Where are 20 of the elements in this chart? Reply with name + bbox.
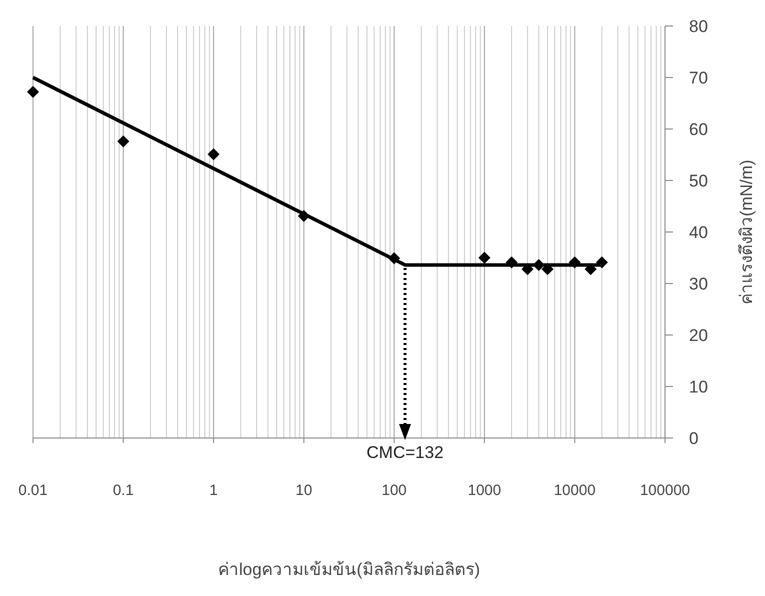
y-tick-label: 30 <box>689 274 708 294</box>
x-tick-label: 1000 <box>468 482 502 499</box>
y-tick-label: 10 <box>689 378 708 396</box>
y-tick-label: 20 <box>689 326 708 345</box>
x-tick-label: 1 <box>209 482 218 499</box>
y-tick-label: 70 <box>689 68 708 88</box>
y-tick-label: 80 <box>689 17 708 36</box>
x-tick-label: 0.01 <box>18 482 48 499</box>
x-tick-label: 100 <box>382 482 407 499</box>
ref-line-label: CMC=132 <box>366 443 444 462</box>
y-tick-label: 50 <box>689 172 708 190</box>
x-tick-label: 10 <box>296 482 312 499</box>
x-tick-label: 10000 <box>554 482 596 499</box>
y-tick-label: 60 <box>689 120 708 139</box>
y-axis-title: ค่าแรงตึงผิว(mN/m) <box>737 160 756 304</box>
y-tick-label: 40 <box>689 223 708 242</box>
y-tick-label: 0 <box>689 429 698 448</box>
x-tick-label: 100000 <box>640 482 690 499</box>
x-tick-label: 0.1 <box>112 482 134 499</box>
x-axis-title: ค่าlogความเข้มข้น(มิลลิกรัมต่อลิตร) <box>218 560 480 579</box>
